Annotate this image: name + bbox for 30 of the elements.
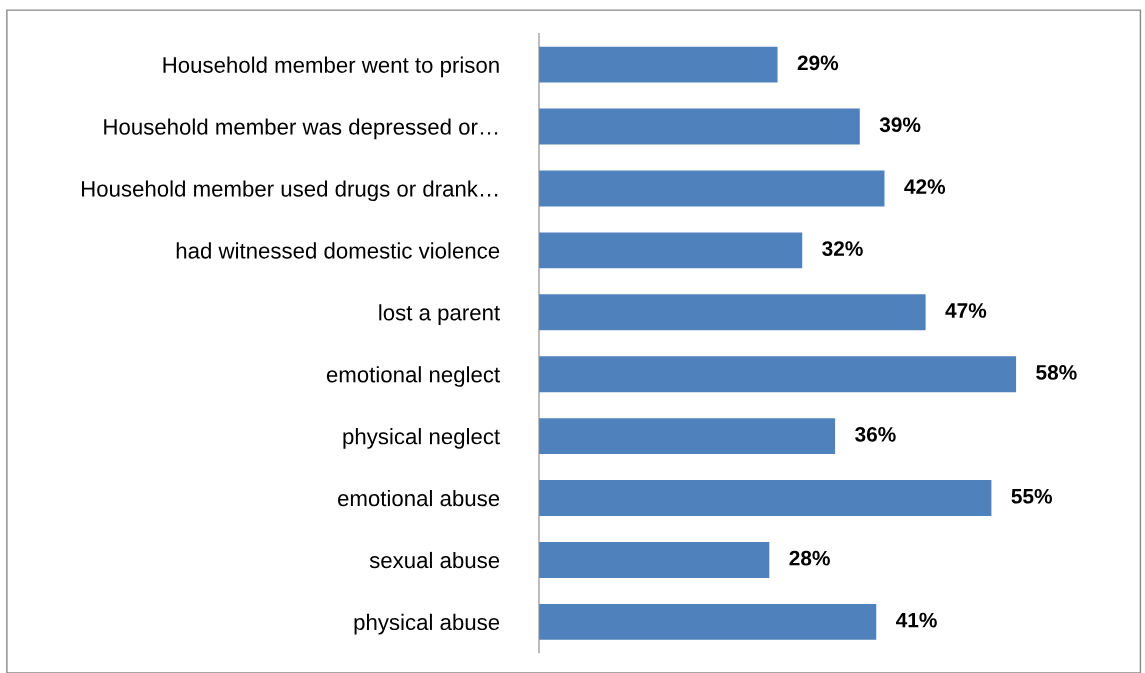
y-tick-label: emotional neglect [326, 366, 500, 387]
data-label: 32% [822, 241, 863, 256]
bar [539, 541, 770, 578]
data-label: 58% [1036, 365, 1077, 380]
bar [539, 108, 860, 145]
data-label: 29% [797, 55, 839, 71]
bar [539, 170, 885, 207]
bar [539, 418, 836, 455]
data-label: 55% [1011, 488, 1052, 504]
y-tick-label: had witnessed domestic violence [176, 242, 500, 259]
bar [539, 232, 803, 269]
y-tick-label: lost a parent [379, 304, 500, 325]
data-label: 41% [896, 612, 937, 628]
y-tick-label: physical abuse [354, 613, 500, 635]
y-tick-label: Household member was depressed or… [104, 118, 498, 140]
data-label: 39% [879, 117, 921, 133]
bar [539, 46, 778, 83]
bar [539, 294, 926, 331]
y-tick-label: physical neglect [343, 428, 500, 449]
data-label: 42% [904, 179, 946, 194]
y-tick-label: Household member used drugs or drank… [82, 180, 498, 202]
bar [539, 356, 1017, 393]
bar [539, 603, 877, 640]
y-tick-label: sexual abuse [369, 551, 500, 569]
y-tick-label: emotional abuse [337, 489, 500, 507]
bar [539, 480, 992, 516]
data-label: 36% [855, 426, 896, 442]
data-label: 47% [945, 303, 987, 318]
data-label: 28% [789, 550, 830, 566]
y-tick-label: Household member went to prison [163, 56, 499, 78]
